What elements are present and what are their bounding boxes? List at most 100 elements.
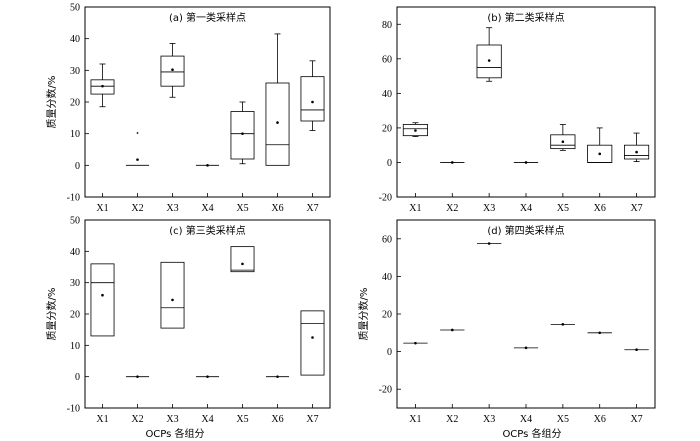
mean-point [524,161,528,164]
box-x2 [125,132,150,166]
x-tick-label: X1 [409,203,421,214]
mean-point [101,293,104,297]
y-tick-label: 0 [75,161,80,172]
chart-title: (d) 第四类采样点 [487,224,564,237]
box-x1 [90,263,115,337]
box-x3 [160,261,185,329]
y-tick-label: 20 [70,310,80,321]
box-x5 [230,101,255,165]
y-tick-label: 60 [382,54,392,65]
box-body [230,246,255,273]
y-tick-label: 10 [70,341,80,352]
y-tick-label: -20 [379,385,392,396]
mean-point [414,341,417,345]
plot-frame [84,6,331,198]
x-tick-label: X3 [166,414,178,425]
x-tick-label: X6 [271,203,283,214]
plot-frame [396,6,656,198]
x-tick-label: X7 [306,203,318,214]
mean-point [487,59,491,62]
box-body [90,263,115,337]
y-tick-label: 50 [70,3,80,14]
box-body [160,261,185,329]
box-x5 [230,246,255,273]
y-tick-label: 10 [70,129,80,140]
box-x1 [403,341,428,345]
x-tick-label: X6 [594,203,606,214]
box-body [300,76,325,122]
box-body [160,55,185,87]
mean-point [276,375,279,378]
plot-frame [84,219,331,409]
x-tick-label: X5 [557,414,569,425]
mean-point [598,331,602,335]
mean-point [561,140,565,144]
box-x5 [550,323,576,326]
y-tick-label: 30 [70,66,80,77]
box-body [230,111,255,160]
box-x7 [300,60,325,131]
x-tick-label: X4 [520,414,532,425]
chart-title: (c) 第三类采样点 [169,224,245,237]
mean-point [276,121,279,124]
y-tick-label: 50 [70,216,80,227]
box-body [265,82,290,166]
box-x4 [513,346,539,350]
mean-point [311,336,314,339]
mean-point [311,100,314,104]
x-tick-label: X1 [409,414,421,425]
mean-point [241,132,244,135]
y-tick-label: 0 [387,158,392,169]
x-tick-label: X4 [201,414,213,425]
mean-point [450,328,454,332]
mean-point [598,152,602,156]
box-x4 [513,161,539,164]
x-tick-label: X2 [446,414,458,425]
x-tick-label: X5 [236,414,248,425]
box-x2 [440,161,465,164]
x-tick-label: X2 [446,203,458,214]
x-tick-label: X2 [131,414,143,425]
y-tick-label: -20 [379,193,392,204]
y-tick-label: 30 [70,278,80,289]
box-x4 [195,164,220,167]
mean-point [414,129,417,132]
box-x6 [587,331,612,335]
box-x6 [265,375,290,378]
x-tick-label: X7 [630,203,642,214]
box-x7 [624,348,649,352]
x-tick-label: X2 [131,203,143,214]
y-tick-label: 80 [382,20,392,31]
box-x6 [265,33,290,166]
x-tick-label: X7 [630,414,642,425]
y-tick-label: 40 [382,89,392,100]
x-tick-label: X1 [96,414,108,425]
mean-point [524,346,528,350]
box-x5 [550,124,576,151]
y-tick-label: 20 [382,310,392,321]
chart-panel-1: (a) 第一类采样点 -10 0 10 20 30 40 50 质量分数/% X1 X2 X3 X4 X5… [45,3,331,214]
y-tick-label: 20 [382,123,392,134]
box-x2 [440,328,465,332]
box-x3 [476,27,502,82]
plot-frame [396,219,656,409]
box-x6 [587,127,613,163]
mean-point [171,68,174,71]
box-x2 [125,375,150,378]
box-x1 [402,122,428,137]
mean-point [487,242,491,245]
y-tick-label: 0 [75,372,80,383]
y-tick-label: 40 [70,34,80,45]
mean-point [171,298,174,302]
x-tick-label: X6 [594,414,606,425]
outlier-point [136,132,139,134]
x-tick-label: X3 [483,414,495,425]
x-tick-label: X1 [96,203,108,214]
box-x4 [195,375,220,378]
y-tick-label: 0 [387,347,392,358]
mean-point [450,161,454,164]
mean-point [136,158,139,161]
mean-point [101,84,104,88]
chart-title: (a) 第一类采样点 [169,11,246,24]
